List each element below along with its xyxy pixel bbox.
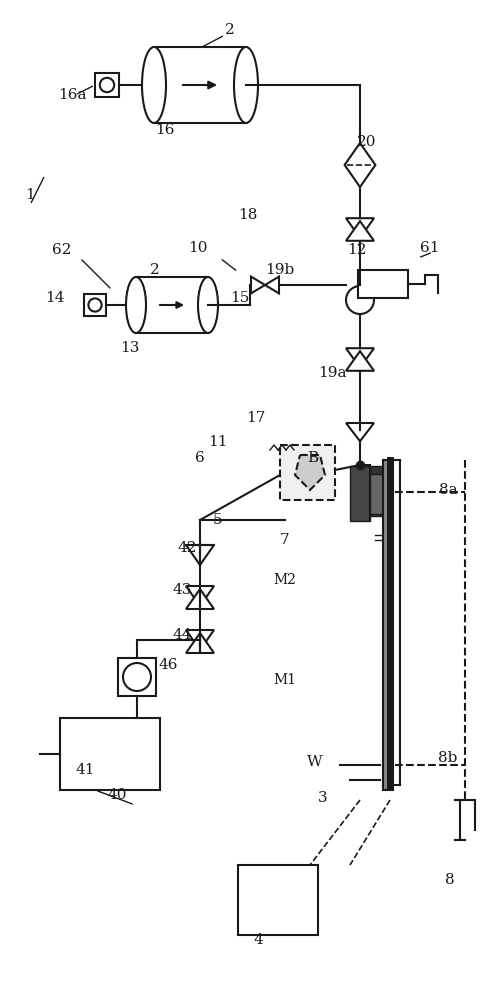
Polygon shape [186,633,214,653]
Bar [280,445,335,500]
Bar [136,277,208,333]
Text: 3: 3 [318,791,328,805]
Polygon shape [346,351,374,371]
Text: 19b: 19b [265,263,295,277]
Ellipse shape [142,47,166,123]
Text: 18: 18 [239,208,257,222]
Bar [84,294,106,316]
Text: 16a: 16a [58,88,86,102]
Polygon shape [346,348,374,368]
Text: 17: 17 [247,411,266,425]
Bar [238,865,318,935]
Text: 16: 16 [155,123,175,137]
Text: 8b: 8b [438,751,458,765]
Text: 61: 61 [420,241,440,255]
Polygon shape [186,589,214,609]
Ellipse shape [234,47,258,123]
Ellipse shape [198,277,218,333]
Polygon shape [295,455,325,490]
Text: 7: 7 [280,533,290,547]
Text: 2: 2 [225,23,235,37]
Text: 6: 6 [195,451,205,465]
Text: 40: 40 [107,788,127,802]
Text: 11: 11 [208,435,228,449]
Text: 15: 15 [230,291,249,305]
Bar [154,47,246,123]
Bar [118,658,156,696]
Text: 44: 44 [172,628,192,642]
Text: 10: 10 [188,241,208,255]
Text: 43: 43 [172,583,192,597]
Bar [383,460,393,790]
Text: 14: 14 [45,291,65,305]
Text: 8a: 8a [439,483,457,497]
Text: 20: 20 [357,135,377,149]
Text: 12: 12 [347,243,367,257]
Bar [95,73,119,97]
Text: W: W [307,755,323,769]
Polygon shape [344,143,375,187]
Polygon shape [186,545,214,565]
Text: 1: 1 [25,188,35,202]
Text: 42: 42 [177,541,197,555]
Circle shape [346,286,374,314]
Text: 46: 46 [158,658,178,672]
Bar [370,466,390,516]
Text: 19a: 19a [318,366,346,380]
Text: 4: 4 [253,933,263,947]
Polygon shape [186,586,214,606]
Polygon shape [346,221,374,241]
Bar [60,718,160,790]
Text: M1: M1 [273,673,297,687]
Polygon shape [346,423,374,441]
Text: 2: 2 [150,263,160,277]
Text: 5: 5 [213,513,223,527]
Text: 13: 13 [120,341,140,355]
Polygon shape [186,630,214,650]
Text: M2: M2 [273,573,296,587]
Bar [370,474,385,514]
Text: B: B [308,451,319,465]
Bar [358,270,408,298]
Bar [350,466,370,521]
Ellipse shape [126,277,146,333]
Text: 8: 8 [445,873,455,887]
Polygon shape [346,218,374,238]
Text: 62: 62 [52,243,72,257]
Text: 41: 41 [75,763,95,777]
Circle shape [123,663,151,691]
